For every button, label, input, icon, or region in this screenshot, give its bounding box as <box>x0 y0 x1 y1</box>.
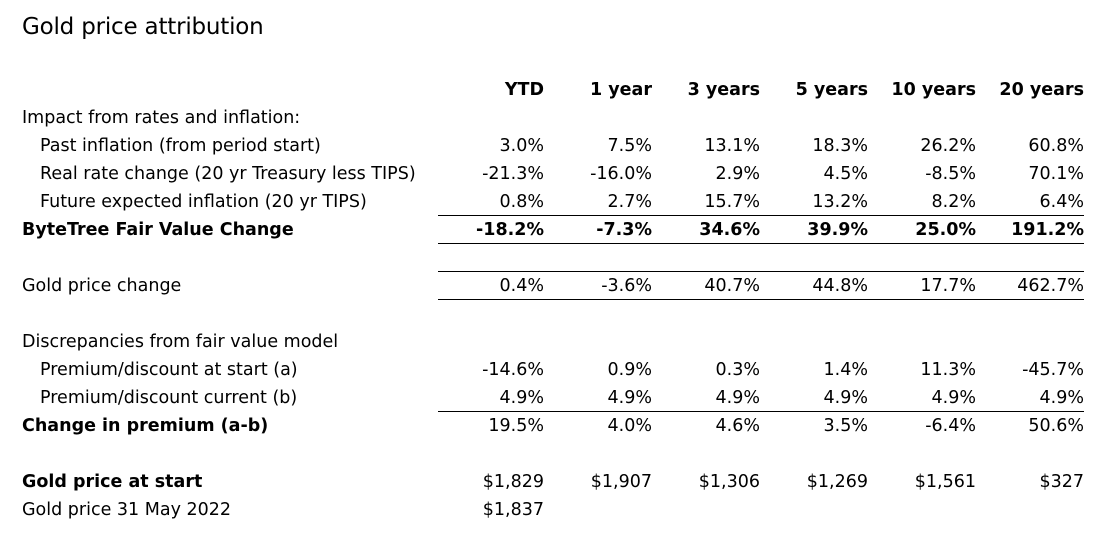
table-row-fair-value-change: ByteTree Fair Value Change -18.2% -7.3% … <box>0 216 1112 244</box>
page-title: Gold price attribution <box>22 14 264 40</box>
divider-line <box>438 299 1084 300</box>
row-label: Real rate change (20 yr Treasury less TI… <box>40 164 416 184</box>
divider-line <box>438 243 1084 244</box>
table-cell: -16.0% <box>590 164 652 184</box>
table-cell: -7.3% <box>596 220 652 240</box>
table-cell: $1,306 <box>698 472 760 492</box>
table-cell: 1.4% <box>823 360 868 380</box>
row-label: Change in premium (a-b) <box>22 416 269 436</box>
column-header-20-years: 20 years <box>999 80 1084 100</box>
row-label: ByteTree Fair Value Change <box>22 220 294 240</box>
table-cell: -3.6% <box>601 276 652 296</box>
table-row-gold-price-at-start: Gold price at start $1,829 $1,907 $1,306… <box>0 468 1112 496</box>
table-row-past-inflation: Past inflation (from period start) 3.0% … <box>0 132 1112 160</box>
table-cell: 4.9% <box>715 388 760 408</box>
column-header-3-years: 3 years <box>687 80 760 100</box>
section-heading-rates-inflation: Impact from rates and inflation: <box>0 104 1112 132</box>
row-label: Future expected inflation (20 yr TIPS) <box>40 192 367 212</box>
table-cell: 50.6% <box>1028 416 1084 436</box>
table-cell: 3.0% <box>499 136 544 156</box>
table-cell: $1,907 <box>590 472 652 492</box>
table-cell: 4.5% <box>823 164 868 184</box>
table-cell: 8.2% <box>931 192 976 212</box>
table-cell: $1,829 <box>482 472 544 492</box>
column-header-ytd: YTD <box>504 80 544 100</box>
table-cell: -8.5% <box>925 164 976 184</box>
table-cell: 2.9% <box>715 164 760 184</box>
table-cell: 4.9% <box>931 388 976 408</box>
table-cell: 0.8% <box>499 192 544 212</box>
row-label: Premium/discount current (b) <box>40 388 298 408</box>
table-row-future-expected-inflation: Future expected inflation (20 yr TIPS) 0… <box>0 188 1112 216</box>
row-label: Impact from rates and inflation: <box>22 108 301 128</box>
table-cell: -21.3% <box>482 164 544 184</box>
section-heading-discrepancies: Discrepancies from fair value model <box>0 328 1112 356</box>
table-cell: -45.7% <box>1022 360 1084 380</box>
table-cell: 13.2% <box>812 192 868 212</box>
table-cell: 60.8% <box>1028 136 1084 156</box>
table-cell: 11.3% <box>920 360 976 380</box>
table-cell: 34.6% <box>699 220 760 240</box>
table-cell: 191.2% <box>1011 220 1084 240</box>
table-row-change-in-premium: Change in premium (a-b) 19.5% 4.0% 4.6% … <box>0 412 1112 440</box>
table-cell: 18.3% <box>812 136 868 156</box>
table-row-premium-current: Premium/discount current (b) 4.9% 4.9% 4… <box>0 384 1112 412</box>
table-cell: 4.9% <box>607 388 652 408</box>
table-cell: 0.3% <box>715 360 760 380</box>
row-label: Discrepancies from fair value model <box>22 332 339 352</box>
row-label: Premium/discount at start (a) <box>40 360 298 380</box>
divider-line <box>438 215 1084 216</box>
column-header-1-year: 1 year <box>590 80 652 100</box>
table-cell: 4.6% <box>715 416 760 436</box>
table-cell: 3.5% <box>823 416 868 436</box>
divider-line <box>438 271 1084 272</box>
table-cell: $327 <box>1039 472 1084 492</box>
table-cell: 0.9% <box>607 360 652 380</box>
table-cell: $1,837 <box>482 500 544 520</box>
table-cell: 7.5% <box>607 136 652 156</box>
table-cell: 6.4% <box>1039 192 1084 212</box>
table-cell: 40.7% <box>704 276 760 296</box>
row-label: Gold price 31 May 2022 <box>22 500 232 520</box>
table-row-real-rate-change: Real rate change (20 yr Treasury less TI… <box>0 160 1112 188</box>
table-row-gold-price-change: Gold price change 0.4% -3.6% 40.7% 44.8%… <box>0 272 1112 300</box>
table-cell: 44.8% <box>812 276 868 296</box>
table-cell: 17.7% <box>920 276 976 296</box>
table-cell: 4.9% <box>823 388 868 408</box>
table-cell: $1,269 <box>806 472 868 492</box>
table-cell: 0.4% <box>499 276 544 296</box>
table-cell: 39.9% <box>807 220 868 240</box>
table-cell: 4.9% <box>499 388 544 408</box>
table-cell: 26.2% <box>920 136 976 156</box>
column-header-5-years: 5 years <box>795 80 868 100</box>
column-header-row: YTD 1 year 3 years 5 years 10 years 20 y… <box>0 76 1112 104</box>
row-label: Gold price at start <box>22 472 203 492</box>
table-cell: 4.9% <box>1039 388 1084 408</box>
divider-line <box>438 411 1084 412</box>
table-cell: 2.7% <box>607 192 652 212</box>
table-cell: $1,561 <box>914 472 976 492</box>
table-cell: 25.0% <box>915 220 976 240</box>
column-header-10-years: 10 years <box>891 80 976 100</box>
table-cell: 462.7% <box>1017 276 1084 296</box>
table-row-gold-price-current: Gold price 31 May 2022 $1,837 <box>0 496 1112 524</box>
table-cell: 13.1% <box>704 136 760 156</box>
row-label: Gold price change <box>22 276 182 296</box>
table-cell: 4.0% <box>607 416 652 436</box>
table-row-premium-at-start: Premium/discount at start (a) -14.6% 0.9… <box>0 356 1112 384</box>
table-cell: -14.6% <box>482 360 544 380</box>
table-cell: -6.4% <box>925 416 976 436</box>
table-cell: -18.2% <box>476 220 544 240</box>
table-cell: 19.5% <box>488 416 544 436</box>
table-cell: 70.1% <box>1028 164 1084 184</box>
table-cell: 15.7% <box>704 192 760 212</box>
row-label: Past inflation (from period start) <box>40 136 321 156</box>
